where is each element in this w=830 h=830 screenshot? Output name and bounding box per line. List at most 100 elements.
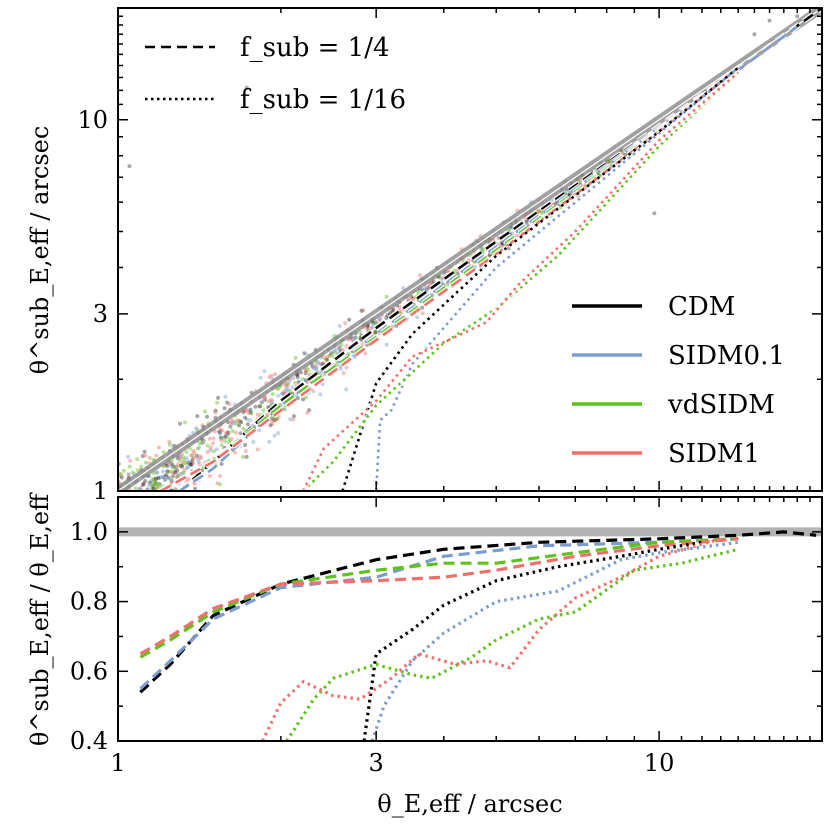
scatter-point bbox=[143, 515, 147, 519]
scatter-point bbox=[168, 461, 173, 466]
scatter-point bbox=[293, 380, 297, 385]
legend-styles: f_sub = 1/4 f_sub = 1/16 bbox=[145, 33, 406, 115]
scatter-point bbox=[248, 410, 253, 415]
scatter-point bbox=[146, 492, 150, 496]
scatter-point bbox=[156, 484, 161, 489]
scatter-point bbox=[219, 438, 224, 443]
scatter-point bbox=[269, 399, 274, 404]
legend-label-vdsidm: vdSIDM bbox=[667, 390, 775, 420]
scatter-point bbox=[350, 338, 355, 343]
scatter-point bbox=[127, 542, 131, 546]
one-to-one-center bbox=[118, 8, 822, 491]
scatter-point bbox=[384, 294, 389, 299]
scatter-point bbox=[232, 421, 237, 426]
scatter-point bbox=[795, 14, 800, 19]
scatter-point bbox=[303, 378, 308, 383]
legend-label-sidm01: SIDM0.1 bbox=[668, 341, 785, 371]
scatter-point bbox=[243, 443, 248, 447]
scatter-point bbox=[169, 478, 174, 483]
scatter-point bbox=[239, 420, 244, 425]
scatter-point bbox=[155, 470, 160, 475]
scatter-point bbox=[147, 483, 152, 488]
scatter-point bbox=[125, 501, 129, 505]
scatter-point bbox=[143, 507, 147, 511]
scatter-point bbox=[452, 268, 457, 273]
scatter-point bbox=[145, 498, 149, 502]
scatter-point bbox=[160, 474, 165, 479]
scatter-point bbox=[196, 459, 201, 464]
scatter-point bbox=[291, 414, 296, 419]
scatter-point bbox=[166, 510, 170, 514]
scatter-point bbox=[215, 481, 220, 486]
scatter-point bbox=[154, 476, 158, 481]
scatter-point bbox=[132, 505, 136, 509]
scatter-point bbox=[233, 430, 238, 435]
scatter-point bbox=[227, 402, 232, 407]
scatter-point bbox=[121, 505, 125, 509]
scatter-point bbox=[122, 504, 126, 508]
scatter-point bbox=[149, 483, 154, 488]
scatter-point bbox=[172, 471, 177, 475]
scatter-point bbox=[327, 353, 332, 358]
scatter-point bbox=[225, 432, 230, 437]
scatter-point bbox=[310, 364, 315, 369]
scatter-point bbox=[262, 396, 267, 401]
scatter-point bbox=[135, 517, 139, 521]
scatter-point bbox=[205, 443, 210, 448]
x-tick-label: 3 bbox=[369, 749, 384, 777]
scatter-point bbox=[142, 449, 147, 454]
scatter-point bbox=[121, 515, 125, 519]
scatter-point bbox=[207, 474, 212, 479]
scatter-point bbox=[255, 447, 260, 452]
scatter-point bbox=[253, 404, 258, 409]
scatter-point bbox=[150, 477, 155, 482]
scatter-point bbox=[291, 376, 296, 381]
bottom-series-cdm-dotted bbox=[362, 540, 703, 741]
scatter-point bbox=[351, 353, 356, 358]
scatter-point bbox=[126, 498, 130, 502]
scatter-point bbox=[143, 460, 148, 465]
scatter-point bbox=[331, 349, 336, 354]
scatter-point bbox=[169, 479, 174, 484]
scatter-point bbox=[163, 515, 167, 519]
scatter-point bbox=[116, 492, 120, 496]
scatter-point bbox=[286, 383, 290, 388]
scatter-point bbox=[295, 375, 300, 380]
scatter-point bbox=[218, 428, 223, 433]
scatter-point bbox=[136, 508, 140, 512]
scatter-point bbox=[121, 518, 125, 522]
scatter-point bbox=[183, 461, 188, 466]
one-to-one-line bbox=[118, 8, 822, 491]
scatter-point bbox=[315, 359, 320, 364]
scatter-point bbox=[347, 317, 352, 322]
bottom-series-vdsidm-dashed bbox=[139, 537, 739, 659]
scatter-point bbox=[426, 285, 431, 290]
scatter-point bbox=[244, 454, 249, 459]
scatter-point bbox=[184, 456, 189, 461]
scatter-point bbox=[287, 380, 292, 385]
scatter-point bbox=[122, 517, 126, 521]
scatter-point bbox=[606, 160, 611, 164]
scatter-point bbox=[121, 492, 125, 496]
scatter-point bbox=[159, 492, 163, 496]
scatter-point bbox=[129, 511, 133, 515]
scatter-point bbox=[305, 410, 310, 415]
scatter-point bbox=[258, 375, 263, 380]
scatter-point bbox=[120, 506, 124, 510]
scatter-point bbox=[288, 389, 293, 394]
scatter-point bbox=[438, 276, 443, 281]
scatter-point bbox=[220, 428, 225, 433]
scatter-point bbox=[151, 477, 156, 482]
scatter-point bbox=[163, 518, 167, 522]
scatter-point bbox=[258, 404, 263, 409]
legend-label-cdm: CDM bbox=[668, 292, 735, 322]
scatter-point bbox=[284, 382, 289, 387]
scatter-point bbox=[155, 482, 159, 487]
scatter-point bbox=[143, 503, 147, 507]
scatter-point bbox=[120, 537, 124, 541]
scatter-point bbox=[167, 439, 172, 444]
scatter-point bbox=[225, 429, 229, 434]
scatter-point bbox=[180, 464, 185, 469]
scatter-point bbox=[270, 422, 275, 426]
scatter-point bbox=[133, 503, 137, 507]
